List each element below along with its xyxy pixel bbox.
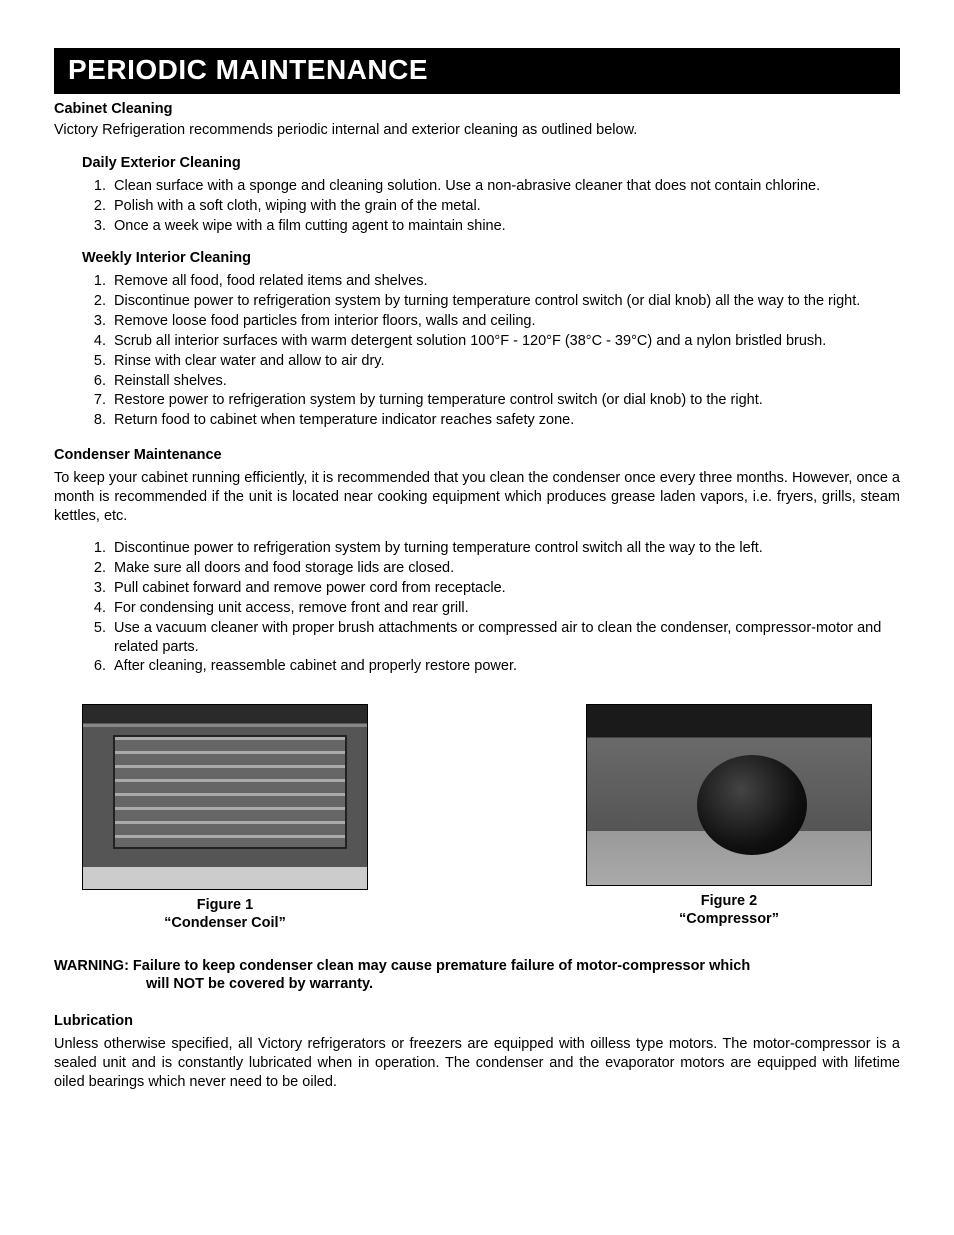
list-item: Discontinue power to refrigeration syste… <box>110 539 900 558</box>
list-item: After cleaning, reassemble cabinet and p… <box>110 657 900 676</box>
figure-1: Figure 1 “Condenser Coil” <box>82 704 368 932</box>
list-item: Use a vacuum cleaner with proper brush a… <box>110 619 900 657</box>
weekly-cleaning-heading: Weekly Interior Cleaning <box>82 249 900 268</box>
figure-2-label: Figure 2 <box>701 893 757 909</box>
page-title: PERIODIC MAINTENANCE <box>54 48 900 94</box>
cabinet-cleaning-heading: Cabinet Cleaning <box>54 100 900 119</box>
condenser-steps-list: Discontinue power to refrigeration syste… <box>82 539 900 676</box>
list-item: Make sure all doors and food storage lid… <box>110 559 900 578</box>
warning-text: WARNING: Failure to keep condenser clean… <box>54 957 900 995</box>
list-item: Once a week wipe with a film cutting age… <box>110 217 900 236</box>
figure-2-name: “Compressor” <box>679 911 779 927</box>
figure-1-name: “Condenser Coil” <box>164 915 286 931</box>
daily-cleaning-heading: Daily Exterior Cleaning <box>82 154 900 173</box>
list-item: Reinstall shelves. <box>110 372 900 391</box>
list-item: Clean surface with a sponge and cleaning… <box>110 177 900 196</box>
figure-2: Figure 2 “Compressor” <box>586 704 872 932</box>
condenser-intro: To keep your cabinet running efficiently… <box>54 469 900 526</box>
list-item: Remove loose food particles from interio… <box>110 312 900 331</box>
list-item: Pull cabinet forward and remove power co… <box>110 579 900 598</box>
list-item: Polish with a soft cloth, wiping with th… <box>110 197 900 216</box>
figures-row: Figure 1 “Condenser Coil” Figure 2 “Comp… <box>82 704 872 932</box>
figure-1-caption: Figure 1 “Condenser Coil” <box>82 896 368 932</box>
list-item: For condensing unit access, remove front… <box>110 599 900 618</box>
list-item: Scrub all interior surfaces with warm de… <box>110 332 900 351</box>
compressor-image <box>586 704 872 886</box>
warning-line-1: WARNING: Failure to keep condenser clean… <box>54 958 750 974</box>
daily-steps-list: Clean surface with a sponge and cleaning… <box>82 177 900 236</box>
condenser-heading: Condenser Maintenance <box>54 446 900 465</box>
lubrication-heading: Lubrication <box>54 1012 900 1031</box>
weekly-steps-list: Remove all food, food related items and … <box>82 272 900 430</box>
list-item: Discontinue power to refrigeration syste… <box>110 292 900 311</box>
list-item: Rinse with clear water and allow to air … <box>110 352 900 371</box>
warning-line-2: will NOT be covered by warranty. <box>146 975 900 994</box>
lubrication-body: Unless otherwise specified, all Victory … <box>54 1035 900 1092</box>
figure-2-caption: Figure 2 “Compressor” <box>586 892 872 928</box>
list-item: Remove all food, food related items and … <box>110 272 900 291</box>
cabinet-cleaning-intro: Victory Refrigeration recommends periodi… <box>54 121 900 140</box>
list-item: Restore power to refrigeration system by… <box>110 391 900 410</box>
list-item: Return food to cabinet when temperature … <box>110 411 900 430</box>
figure-1-label: Figure 1 <box>197 897 253 913</box>
condenser-coil-image <box>82 704 368 890</box>
